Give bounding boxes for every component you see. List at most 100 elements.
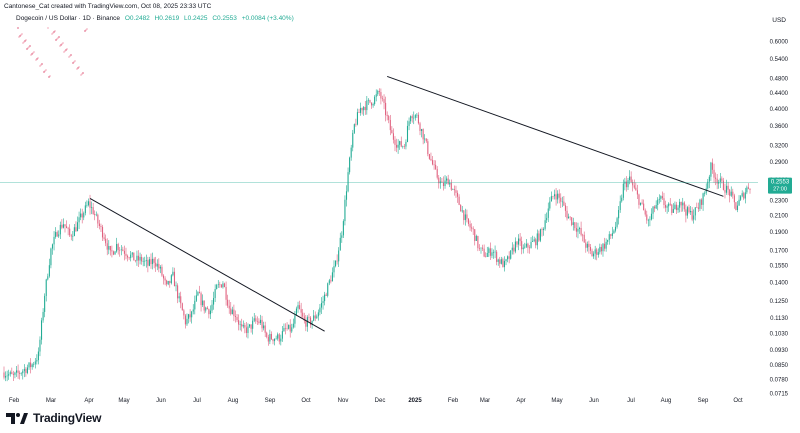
candle-body xyxy=(680,201,682,206)
candle-body xyxy=(618,210,620,219)
candle-body xyxy=(277,334,279,339)
candle-body xyxy=(67,228,69,229)
candle-body xyxy=(585,242,587,248)
candle-body xyxy=(186,318,188,325)
watermark-dot xyxy=(30,54,32,56)
candle-body xyxy=(352,132,354,148)
candle-body xyxy=(705,188,707,194)
candle-body xyxy=(663,198,665,205)
candle-body xyxy=(86,205,88,206)
candle-body xyxy=(166,280,168,285)
x-tick-label: Feb xyxy=(448,398,459,404)
candle-body xyxy=(320,302,323,308)
candle-body xyxy=(431,160,434,165)
trendline[interactable] xyxy=(89,197,325,332)
candle-body xyxy=(639,202,642,205)
candle-body xyxy=(349,157,351,173)
candle-body xyxy=(381,98,384,100)
candle-body xyxy=(244,324,246,328)
candle-body xyxy=(47,276,49,280)
candle-body xyxy=(284,327,287,329)
candle-body xyxy=(8,374,10,376)
candle-body xyxy=(558,193,560,198)
y-tick-label: 0.6000 xyxy=(770,40,789,46)
candle-body xyxy=(378,90,380,93)
candle-body xyxy=(555,194,557,200)
candle-body xyxy=(372,104,374,106)
candle-body xyxy=(11,372,13,374)
candle-body xyxy=(26,367,29,373)
candle-body xyxy=(241,324,243,327)
candle-body xyxy=(117,244,119,250)
candle-body xyxy=(228,305,230,309)
candle-body xyxy=(42,311,44,321)
y-tick-label: 0.1700 xyxy=(770,248,789,254)
candle-body xyxy=(403,146,405,147)
candle-body xyxy=(172,271,174,276)
candle-body xyxy=(261,319,263,329)
candle-body xyxy=(94,214,96,216)
candle-body xyxy=(461,210,463,212)
candle-body xyxy=(474,229,476,241)
candle-body xyxy=(561,201,563,203)
trendline[interactable] xyxy=(386,75,724,197)
x-tick-label: Apr xyxy=(84,398,93,404)
y-tick-label: 0.1550 xyxy=(770,264,789,270)
candle-body xyxy=(56,232,58,237)
candle-body xyxy=(444,180,446,187)
candle-body xyxy=(342,221,344,236)
candle-body xyxy=(175,285,177,287)
candle-body xyxy=(206,307,208,310)
candle-body xyxy=(147,260,149,266)
candle-body xyxy=(613,230,615,234)
candle-body xyxy=(517,238,520,245)
candle-body xyxy=(433,164,435,166)
candle-body xyxy=(247,326,249,333)
candle-body xyxy=(643,203,645,211)
tradingview-logo-icon xyxy=(6,412,28,424)
candle-body xyxy=(557,193,559,200)
candle-body xyxy=(478,248,480,249)
candle-body xyxy=(31,364,33,368)
candle-body xyxy=(281,331,283,339)
candle-body xyxy=(76,222,79,232)
candle-body xyxy=(399,141,401,145)
tradingview-logo[interactable]: TradingView xyxy=(6,411,101,425)
candle-body xyxy=(485,256,487,258)
candle-body xyxy=(103,237,105,239)
candle-body xyxy=(536,233,538,246)
candle-body xyxy=(666,206,668,208)
candle-body xyxy=(396,144,398,148)
candle-body xyxy=(355,124,357,125)
candle-body xyxy=(89,201,91,208)
candle-body xyxy=(37,351,39,361)
candle-body xyxy=(316,316,318,319)
x-tick-label: Apr xyxy=(516,398,525,404)
candle-body xyxy=(583,234,585,243)
candle-body xyxy=(647,219,649,221)
candle-body xyxy=(327,283,329,296)
candle-body xyxy=(313,315,315,321)
candle-body xyxy=(66,226,68,229)
candle-body xyxy=(516,241,518,245)
candle-body xyxy=(654,206,656,209)
candle-body xyxy=(374,96,376,105)
candle-body xyxy=(597,252,599,255)
symbol-name[interactable]: Dogecoin / US Dollar · 1D · Binance xyxy=(16,15,121,22)
watermark-dot xyxy=(47,27,49,29)
candle-body xyxy=(101,226,104,238)
candle-body xyxy=(136,255,138,261)
candle-body xyxy=(543,228,545,231)
candle-body xyxy=(178,296,180,299)
candle-body xyxy=(411,116,413,119)
candle-body xyxy=(605,241,607,249)
candle-body xyxy=(582,234,584,236)
candle-body xyxy=(191,311,193,318)
candle-body xyxy=(699,199,701,209)
candle-body xyxy=(189,314,191,318)
x-tick-label: Dec xyxy=(375,398,386,404)
candle-body xyxy=(655,205,657,209)
candle-body xyxy=(219,284,221,285)
candle-body xyxy=(594,249,596,254)
